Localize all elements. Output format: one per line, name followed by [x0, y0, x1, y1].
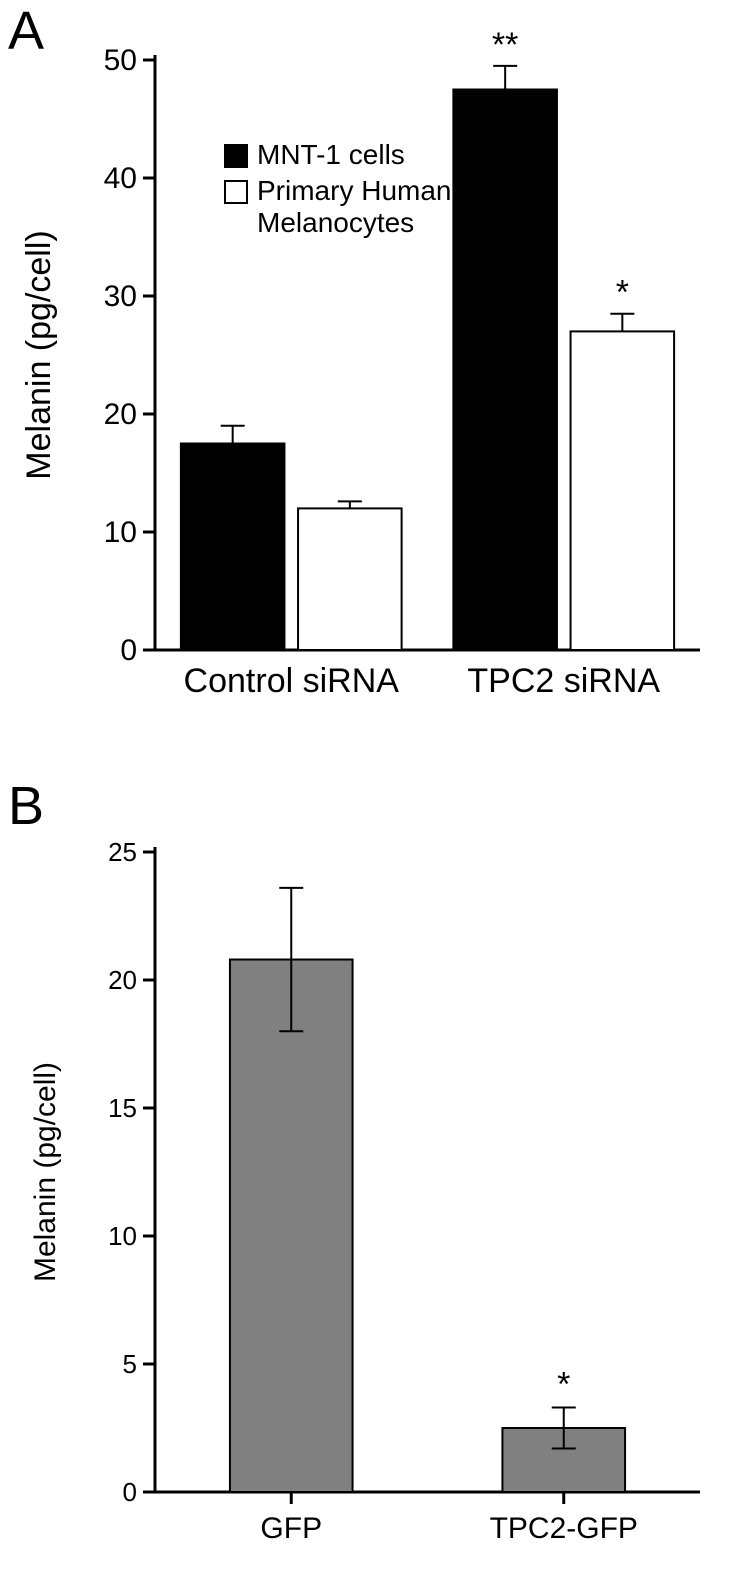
- bar-primary: [298, 508, 402, 650]
- bar-mnt1: [181, 444, 285, 651]
- svg-text:Control siRNA: Control siRNA: [184, 662, 400, 700]
- svg-text:Primary Human: Primary Human: [257, 175, 451, 206]
- svg-text:*: *: [616, 274, 629, 312]
- svg-text:10: 10: [104, 516, 137, 549]
- panel-b-chart: 0 5 10 15 20 25 Melanin (pg/cell) GFP TPC2-GFP *: [0, 792, 747, 1582]
- bar: [230, 960, 353, 1492]
- panel-a-chart: 0 10 20 30 40 50 Melanin (pg/cell) Control siRN…: [0, 0, 747, 740]
- svg-text:TPC2-GFP: TPC2-GFP: [490, 1512, 638, 1545]
- legend-swatch-mnt1: [225, 145, 247, 167]
- svg-text:**: **: [492, 26, 518, 64]
- svg-text:40: 40: [104, 162, 137, 195]
- bar-primary: [571, 331, 675, 650]
- svg-text:10: 10: [108, 1221, 137, 1251]
- svg-text:20: 20: [108, 965, 137, 995]
- svg-text:0: 0: [123, 1477, 137, 1507]
- svg-text:TPC2 siRNA: TPC2 siRNA: [467, 662, 660, 700]
- bar-mnt1: [453, 90, 557, 651]
- legend-swatch-primary: [225, 181, 247, 203]
- svg-text:15: 15: [108, 1093, 137, 1123]
- svg-text:50: 50: [104, 44, 137, 77]
- svg-text:20: 20: [104, 398, 137, 431]
- svg-text:*: *: [557, 1366, 570, 1404]
- svg-text:0: 0: [120, 634, 137, 667]
- svg-text:GFP: GFP: [260, 1512, 322, 1545]
- svg-text:Melanin (pg/cell): Melanin (pg/cell): [29, 1062, 62, 1282]
- svg-text:5: 5: [123, 1349, 137, 1379]
- svg-text:25: 25: [108, 837, 137, 867]
- legend-label-mnt1: MNT-1 cells: [257, 139, 405, 170]
- svg-text:30: 30: [104, 280, 137, 313]
- svg-text:Melanocytes: Melanocytes: [257, 207, 414, 238]
- svg-text:Melanin (pg/cell): Melanin (pg/cell): [20, 230, 58, 479]
- figure-container: A 01020304050Melanin (pg/cell)Control si…: [0, 0, 747, 1582]
